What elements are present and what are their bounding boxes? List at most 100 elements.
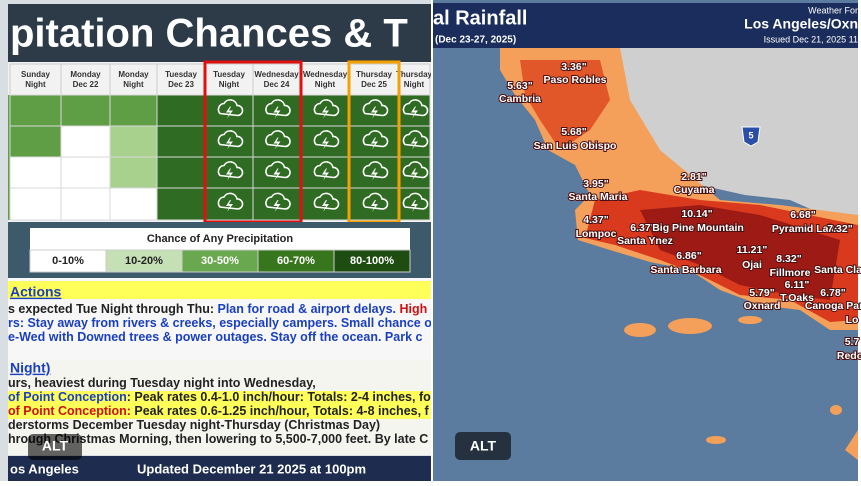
storm-icon <box>217 130 244 148</box>
details-text: urs, heaviest during Tuesday night into … <box>8 376 431 446</box>
map-label: Santa Cla <box>814 264 861 276</box>
text-line: e-Wed with Downed trees & power outages.… <box>8 330 422 344</box>
column-header: Night <box>219 80 240 89</box>
legend: 0-10% 10-20% 30-50% 60-70% 80-100% <box>29 249 411 273</box>
column-header: Dec 25 <box>361 80 387 89</box>
map-label: 5.68" <box>561 126 586 138</box>
footer-office: os Angeles <box>10 461 79 476</box>
header-cell <box>156 63 206 96</box>
alt-label[interactable]: ALT <box>42 438 69 454</box>
cell <box>109 94 158 127</box>
column-header: Thursday <box>356 70 393 79</box>
map-label: Santa Maria <box>569 191 628 203</box>
alt-badge[interactable] <box>28 434 82 460</box>
alt-label[interactable]: ALT <box>470 438 497 454</box>
map-label: 6.86" <box>676 250 701 262</box>
right-image: al Rainfall (Dec 23-27, 2025) Weather Fo… <box>433 0 861 481</box>
map-label: Fillmore <box>770 267 811 279</box>
highlight-row <box>8 391 431 405</box>
bolt-icon <box>226 106 233 119</box>
map-label: Cuyama <box>674 184 715 196</box>
column-header: Sunday <box>21 70 50 79</box>
text-line: urs, heaviest during Tuesday night into … <box>8 376 316 390</box>
map-label: Cambria <box>499 93 541 105</box>
legend-item: 10-20% <box>125 255 163 267</box>
cell <box>9 156 62 189</box>
map-label: Santa Ynez <box>617 235 673 247</box>
bolt-icon <box>273 137 281 150</box>
storm-icon <box>313 161 340 179</box>
storm-icon <box>217 192 244 210</box>
column-header: Dec 22 <box>73 80 99 89</box>
column-header: Dec 23 <box>168 80 194 89</box>
text-segment: derstorms December Tuesday night-Thursda… <box>8 418 380 432</box>
storm-icon <box>313 192 340 210</box>
cell <box>156 125 206 158</box>
legend-title-bg <box>30 228 410 250</box>
map-header <box>433 3 858 48</box>
map-label: Oxnard <box>744 300 781 312</box>
column-header: Night <box>315 80 336 89</box>
map-label: 6.78" <box>820 287 845 299</box>
storm-icon <box>265 130 291 148</box>
column-header: Monday <box>70 70 101 79</box>
bolt-icon <box>411 137 418 150</box>
storm-icon <box>402 161 429 179</box>
bolt-icon <box>371 200 378 212</box>
column-header: Night <box>25 80 46 89</box>
cell <box>9 187 62 221</box>
map-label: Pyramid Lake <box>772 223 840 235</box>
island <box>845 430 858 460</box>
map-dates: (Dec 23-27, 2025) <box>435 35 516 46</box>
column-header: Wednesday <box>254 70 299 79</box>
map-label: 2.81" <box>681 171 706 183</box>
map-label: San Luis Obispo <box>534 140 617 152</box>
title-bar <box>8 4 431 62</box>
map-label: 5.7 <box>845 336 860 348</box>
text-line: rs: Stay away from rivers & creeks, espe… <box>8 316 432 330</box>
map-label: 6.37" <box>630 222 655 234</box>
text-segment: rs: Stay away from rivers & creeks, espe… <box>8 316 432 330</box>
bolt-icon <box>226 137 233 150</box>
map-label: Lo <box>846 314 859 326</box>
map-label: 6.11" <box>785 279 810 291</box>
cell <box>9 94 62 127</box>
legend-item: 80-100% <box>350 255 394 267</box>
column-header: Night <box>123 80 144 89</box>
column-header: Dec 24 <box>264 80 290 89</box>
night-heading: Night) <box>10 360 50 376</box>
bolt-icon <box>273 106 281 119</box>
legend-item: 30-50% <box>201 255 239 267</box>
office-line1: Weather For <box>808 5 858 15</box>
text-line: hrough Christmas Morning, then lowering … <box>8 432 428 446</box>
column-header: Night <box>404 80 425 89</box>
map-label: Redo <box>837 350 861 362</box>
bolt-icon <box>226 200 233 212</box>
storm-icon <box>402 99 429 117</box>
text-segment: urs, heaviest during Tuesday night into … <box>8 376 316 390</box>
bolt-icon <box>371 137 378 150</box>
column-header: Tuesday <box>213 70 245 79</box>
header-cell <box>252 63 301 96</box>
storm-icon <box>402 192 429 210</box>
cell <box>9 125 62 158</box>
header-cell <box>60 63 111 96</box>
text-line: derstorms December Tuesday night-Thursda… <box>8 418 380 432</box>
map-labels: 3.36"Paso Robles 5.63"Cambria 5.68" San Lui… <box>498 60 861 363</box>
text-line: of Point Conception: Peak rates 0.6-1.25… <box>8 404 430 418</box>
cell <box>156 187 206 221</box>
map-label: Santa Barbara <box>650 264 721 276</box>
text-segment: : Peak rates 0.4-1.0 inch/hour: Totals: … <box>127 390 431 404</box>
cell <box>60 94 111 127</box>
island <box>738 316 762 324</box>
map-label: 5.79" <box>749 287 774 299</box>
storm-icon <box>217 99 244 117</box>
bolt-icon <box>322 200 329 212</box>
storm-icon <box>362 130 389 148</box>
alt-badge[interactable] <box>455 432 511 460</box>
island <box>706 436 726 444</box>
column-header: Monday <box>118 70 149 79</box>
map-label: Paso Robles <box>543 74 606 86</box>
cell <box>109 156 158 189</box>
